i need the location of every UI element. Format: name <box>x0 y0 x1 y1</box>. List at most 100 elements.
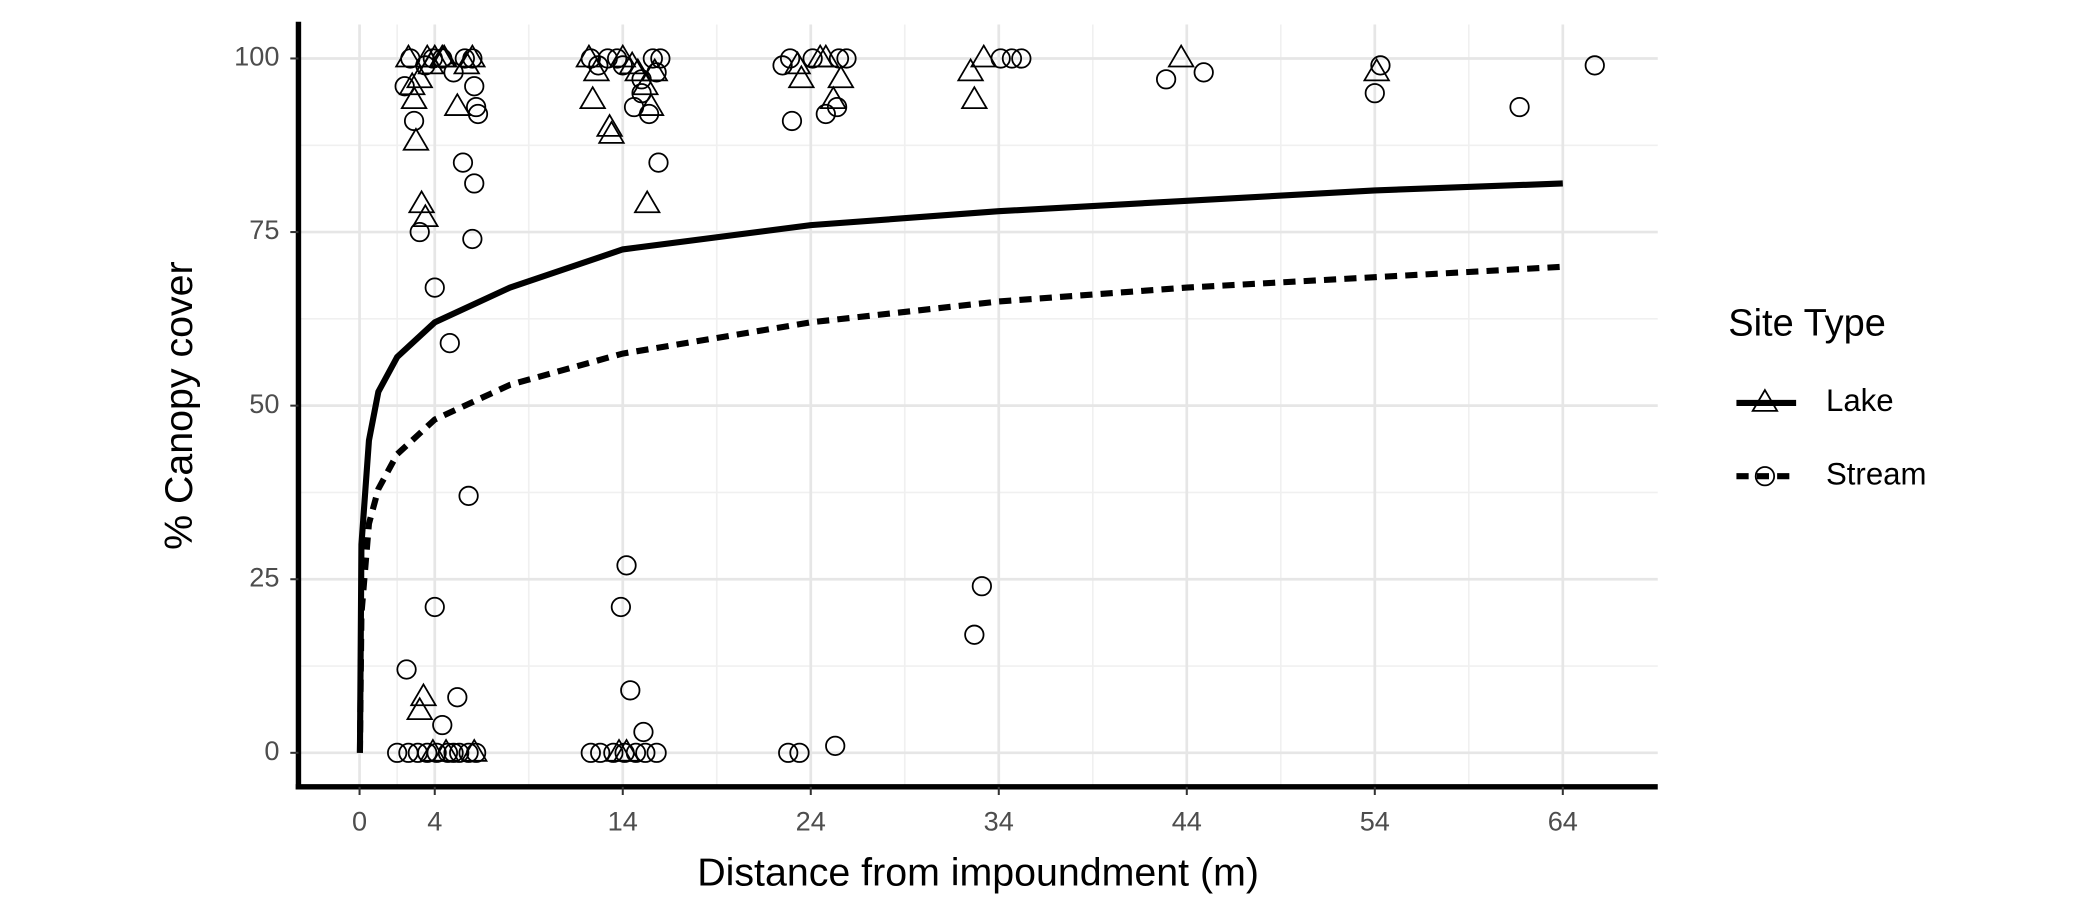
triangle-point <box>812 43 840 68</box>
circle-point <box>432 48 453 69</box>
circle-point <box>633 721 654 743</box>
points <box>387 43 1605 763</box>
circle-point <box>1509 96 1530 118</box>
triangle-point <box>956 57 985 82</box>
x-tick-label: 24 <box>796 806 826 837</box>
circle-point <box>1156 69 1177 90</box>
circle-point <box>580 742 601 763</box>
circle-point <box>815 103 836 125</box>
circle-point <box>642 48 663 69</box>
x-tick-label: 64 <box>1548 806 1578 837</box>
circle-point <box>990 48 1011 69</box>
y-tick-label: 50 <box>249 388 279 419</box>
circle-point <box>396 659 417 680</box>
circle-point <box>781 110 803 132</box>
triangle-point <box>398 71 426 96</box>
y-axis-title: % Canopy cover <box>157 261 201 550</box>
fit-line <box>356 180 1563 753</box>
circle-point <box>1364 83 1385 104</box>
circle-point <box>638 103 660 125</box>
circle-point <box>631 83 652 104</box>
circle-point <box>466 96 487 118</box>
circle-point <box>616 555 637 576</box>
triangle-point <box>1167 43 1195 68</box>
circle-point <box>828 48 850 69</box>
circle-point <box>403 110 425 132</box>
circle-point <box>1370 55 1391 76</box>
triangle-point <box>960 85 989 110</box>
circle-point <box>614 742 635 763</box>
triangle-point <box>1751 388 1779 412</box>
triangle-point <box>400 85 428 110</box>
triangle-point <box>827 64 855 89</box>
circle-point <box>825 735 846 756</box>
triangle-point <box>443 92 472 116</box>
circle-point <box>607 48 628 69</box>
triangle-point <box>411 203 440 228</box>
circle-point <box>778 742 799 763</box>
circle-point <box>458 485 479 507</box>
circle-point <box>424 277 445 298</box>
triangle-point <box>595 113 624 137</box>
circle-point <box>646 742 667 763</box>
triangle-point <box>578 85 607 110</box>
circle-point <box>437 742 459 763</box>
circle-point <box>464 76 485 97</box>
triangle-point <box>405 696 434 721</box>
circle-point <box>971 576 992 597</box>
circle-point <box>650 48 671 69</box>
circle-point <box>415 55 436 76</box>
circle-point <box>1193 62 1214 83</box>
x-tick-label: 0 <box>352 806 367 837</box>
circle-point <box>424 596 445 618</box>
circle-point <box>625 742 647 763</box>
circle-point <box>452 152 474 173</box>
x-tick-label: 44 <box>1172 806 1202 837</box>
x-tick-label: 4 <box>427 806 442 837</box>
circle-point <box>462 228 483 250</box>
circle-point <box>612 55 633 76</box>
grid <box>298 24 1658 787</box>
circle-point <box>603 742 624 763</box>
circle-point <box>826 96 848 118</box>
circle-point <box>443 62 464 83</box>
circle-point <box>458 742 479 763</box>
circle-point <box>1584 55 1605 76</box>
circle-point <box>590 742 611 763</box>
circle-point <box>462 48 483 69</box>
triangle-point <box>458 43 487 68</box>
circle-point <box>422 48 443 69</box>
circle-point <box>836 48 857 69</box>
circle-point <box>387 742 408 763</box>
triangle-point <box>633 189 661 214</box>
circle-point <box>964 624 985 645</box>
circle-point <box>439 333 460 354</box>
y-tick-label: 100 <box>234 41 279 72</box>
y-tick-label: 75 <box>249 214 279 245</box>
circle-point <box>409 221 430 243</box>
circle-point <box>1001 48 1023 69</box>
triangle-point <box>1362 57 1391 82</box>
triangle-point <box>969 43 998 68</box>
circle-point <box>466 742 487 763</box>
circle-point <box>443 742 464 763</box>
y-tick-label: 25 <box>249 561 279 592</box>
circle-point <box>620 680 641 701</box>
ticks: 0 25 50 75 100 0 4 14 24 34 44 54 64 <box>234 41 1578 837</box>
triangle-point <box>402 127 430 151</box>
legend-title: Site Type <box>1728 303 1886 345</box>
legend-label: Lake <box>1826 383 1894 418</box>
circle-point <box>454 48 475 69</box>
x-axis-title: Distance from impoundment (m) <box>697 850 1259 894</box>
circle-point <box>789 742 810 763</box>
circle-point <box>417 742 438 763</box>
circle-point <box>580 48 601 69</box>
fit-line <box>356 263 1563 753</box>
circle-point <box>779 48 801 69</box>
circle-point <box>1754 466 1776 487</box>
x-tick-label: 14 <box>608 806 638 837</box>
triangle-point <box>787 64 816 89</box>
circle-point <box>432 714 453 736</box>
